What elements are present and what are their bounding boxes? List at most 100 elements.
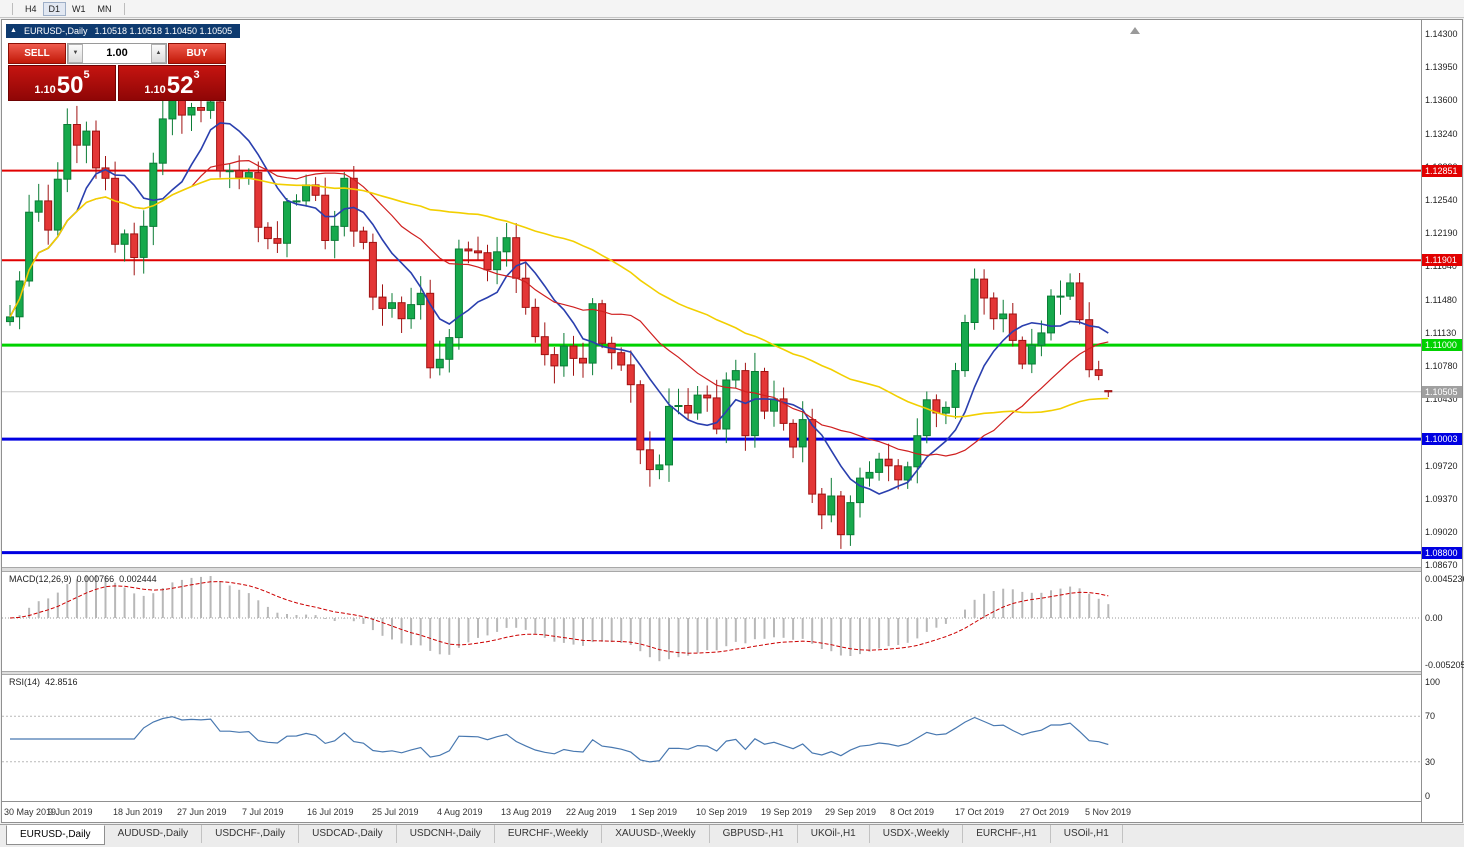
date-axis-label: 27 Jun 2019 <box>177 807 227 817</box>
sell-button[interactable]: SELL <box>8 43 66 64</box>
macd-name: MACD(12,26,9) <box>9 574 72 584</box>
price-axis-tick: 1.10430 <box>1425 393 1458 404</box>
chart-title-bar: ▲ EURUSD-,Daily 1.10518 1.10518 1.10450 … <box>6 24 241 38</box>
macd-value-main: 0.000766 <box>76 574 115 584</box>
macd-value-signal: 0.002444 <box>119 574 157 584</box>
chart-tab-eurchf-h1[interactable]: EURCHF-,H1 <box>963 825 1051 843</box>
price-axis-tick: 1.13600 <box>1425 95 1458 105</box>
date-axis-label: 1 Sep 2019 <box>631 807 678 817</box>
chart-window: ▲ EURUSD-,Daily 1.10518 1.10518 1.10450 … <box>1 19 1464 823</box>
date-axis-label: 19 Sep 2019 <box>761 807 813 817</box>
chart-tab-eurchf-weekly[interactable]: EURCHF-,Weekly <box>495 825 603 843</box>
date-axis-label: 18 Jun 2019 <box>113 807 163 817</box>
price-axis-tick: 1.13950 <box>1425 62 1458 72</box>
sell-price-box[interactable]: 1.10 50 5 <box>8 65 116 101</box>
chart-tab-usoil-h1[interactable]: USOil-,H1 <box>1051 825 1123 843</box>
price-level-badge: 1.08800 <box>1422 546 1462 559</box>
price-axis-tick: 1.08670 <box>1425 559 1458 570</box>
sell-price-pips: 50 <box>56 72 84 99</box>
date-axis-label: 8 Oct 2019 <box>890 807 935 817</box>
volume-field: ▼ 1.00 ▲ <box>67 43 167 64</box>
macd-axis-tick: 0.0045236 <box>1425 574 1464 584</box>
price-axis-tick: 1.09720 <box>1425 460 1458 471</box>
panel-splitter[interactable] <box>2 567 1462 572</box>
price-axis-tick: 1.11480 <box>1425 294 1457 305</box>
date-axis-label: 22 Aug 2019 <box>566 807 617 817</box>
rsi-axis-tick: 30 <box>1425 757 1436 767</box>
volume-input[interactable]: 1.00 <box>106 47 128 59</box>
date-axis-label: 4 Aug 2019 <box>437 807 483 817</box>
sell-price-point: 5 <box>83 69 90 81</box>
rsi-name: RSI(14) <box>9 677 41 687</box>
rsi-title: RSI(14) 42.8516 <box>9 677 78 687</box>
price-level-badge: 1.11000 <box>1422 339 1462 352</box>
date-axis-label: 7 Jul 2019 <box>242 807 284 817</box>
chart-tab-usdx-weekly[interactable]: USDX-,Weekly <box>870 825 964 843</box>
date-axis-label: 9 Jun 2019 <box>48 807 93 817</box>
price-level-badge: 1.12851 <box>1422 164 1462 177</box>
sell-price-base: 1.10 <box>34 84 56 96</box>
timeframe-button-h4[interactable]: H4 <box>25 3 37 14</box>
volume-decrease-button[interactable]: ▼ <box>68 44 83 63</box>
rsi-axis-tick: 100 <box>1425 677 1441 687</box>
chart-tab-usdcnh-daily[interactable]: USDCNH-,Daily <box>397 825 495 843</box>
date-axis-label: 30 May 2019 <box>4 807 57 817</box>
one-click-trading-panel: SELL ▼ 1.00 ▲ BUY 1.10 50 5 1.10 52 3 <box>8 43 226 101</box>
price-level-badge: 1.10003 <box>1422 433 1462 446</box>
price-axis-tick: 1.09370 <box>1425 493 1458 504</box>
collapse-panel-icon[interactable]: ▲ <box>10 27 17 34</box>
price-axis-tick: 1.14300 <box>1425 29 1458 39</box>
date-axis-label: 13 Aug 2019 <box>501 807 552 817</box>
price-axis-tick: 1.10780 <box>1425 360 1458 371</box>
date-axis-label: 29 Sep 2019 <box>825 807 877 817</box>
buy-price-point: 3 <box>193 69 200 81</box>
toolbar-separator <box>123 2 125 15</box>
buy-price-pips: 52 <box>166 72 194 99</box>
timeframe-toolbar: H4 D1 W1 MN <box>0 0 1464 18</box>
buy-price-box[interactable]: 1.10 52 3 <box>118 65 226 101</box>
chart-tab-bar: EURUSD-,Daily AUDUSD-,Daily USDCHF-,Daily U… <box>0 824 1464 847</box>
buy-price-base: 1.10 <box>144 84 166 96</box>
macd-title: MACD(12,26,9) 0.000766 0.002444 <box>9 574 157 584</box>
chart-tab-audusd-daily[interactable]: AUDUSD-,Daily <box>105 825 203 843</box>
date-axis-label: 17 Oct 2019 <box>955 807 1005 817</box>
date-axis-label: 27 Oct 2019 <box>1020 807 1070 817</box>
price-axis-tick: 1.11130 <box>1425 327 1457 338</box>
price-axis-tick: 1.12540 <box>1425 194 1458 205</box>
chart-tab-usdchf-daily[interactable]: USDCHF-,Daily <box>202 825 300 843</box>
rsi-value: 42.8516 <box>45 677 78 687</box>
chart-shift-marker-icon[interactable] <box>1130 27 1140 34</box>
date-axis-label: 5 Nov 2019 <box>1085 807 1132 817</box>
price-axis-tick: 1.09020 <box>1425 526 1458 537</box>
price-axis: 1.143001.139501.136001.132401.128901.125… <box>1421 20 1464 822</box>
chart-tab-usdcad-daily[interactable]: USDCAD-,Daily <box>299 825 397 843</box>
date-axis-label: 25 Jul 2019 <box>372 807 419 817</box>
rsi-axis-tick: 0 <box>1425 791 1431 801</box>
toolbar-separator <box>12 2 13 15</box>
chart-symbol-label: EURUSD-,Daily <box>23 26 88 36</box>
macd-axis-tick: 0.00 <box>1425 613 1443 623</box>
chart-tab-gbpusd-h1[interactable]: GBPUSD-,H1 <box>710 825 798 843</box>
macd-panel[interactable] <box>2 572 1421 671</box>
date-axis-label: 10 Sep 2019 <box>696 807 748 817</box>
price-axis-tick: 1.13240 <box>1425 128 1458 139</box>
chart-tab-eurusd-daily[interactable]: EURUSD-,Daily <box>6 825 105 845</box>
chart-tab-xauusd-weekly[interactable]: XAUUSD-,Weekly <box>602 825 710 843</box>
rsi-axis-tick: 70 <box>1425 711 1436 721</box>
price-axis-tick: 1.12190 <box>1425 227 1458 238</box>
buy-button[interactable]: BUY <box>168 43 226 64</box>
chart-ohlc-values: 1.10518 1.10518 1.10450 1.10505 <box>94 26 233 36</box>
date-axis: 30 May 2019 9 Jun 2019 18 Jun 2019 27 Jun 2… <box>2 801 1421 822</box>
timeframe-button-mn[interactable]: MN <box>97 3 112 14</box>
rsi-panel[interactable] <box>2 675 1421 801</box>
price-chart-area[interactable] <box>2 20 1421 567</box>
timeframe-buttons: H4 D1 W1 MN <box>19 1 118 16</box>
timeframe-button-d1[interactable]: D1 <box>42 1 67 16</box>
timeframe-button-w1[interactable]: W1 <box>72 3 86 14</box>
date-axis-label: 16 Jul 2019 <box>307 807 354 817</box>
panel-splitter[interactable] <box>2 671 1462 675</box>
chart-tab-ukoil-h1[interactable]: UKOil-,H1 <box>798 825 870 843</box>
macd-axis-tick: -0.0052057 <box>1425 660 1464 670</box>
price-level-badge: 1.11901 <box>1422 254 1462 267</box>
volume-increase-button[interactable]: ▲ <box>151 44 166 63</box>
